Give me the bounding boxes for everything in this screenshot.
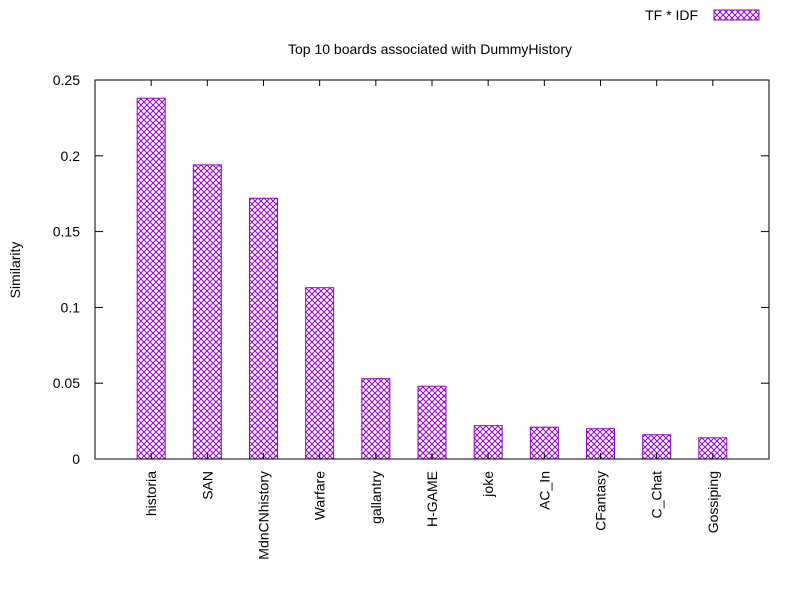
x-tick-label-historia: historia: [143, 471, 159, 516]
bar-MdnCNhistory: [249, 197, 278, 460]
x-tick-label-SAN: SAN: [199, 471, 215, 500]
bars-group: [136, 97, 728, 460]
bar-SAN: [192, 164, 222, 460]
y-ticks-group: 0 0.05 0.1 0.15 0.2 0.25: [53, 72, 769, 467]
y-tick-label: 0.15: [53, 224, 80, 240]
x-tick-label-gallantry: gallantry: [368, 471, 384, 524]
legend: TF * IDF: [645, 7, 760, 23]
x-tick-label-AC_In: AC_In: [536, 471, 552, 510]
x-tick-label-C_Chat: C_Chat: [649, 471, 665, 519]
y-tick-label: 0: [72, 451, 80, 467]
y-tick-label: 0.1: [61, 299, 81, 315]
x-tick-label-H-GAME: H-GAME: [424, 471, 440, 527]
x-tick-label-MdnCNhistory: MdnCNhistory: [256, 471, 272, 560]
bar-gallantry: [361, 378, 391, 460]
plot-frame: [94, 79, 770, 460]
legend-swatch: [713, 9, 760, 21]
bar-Warfare: [305, 287, 335, 460]
bar-historia: [136, 97, 166, 460]
chart-title: Top 10 boards associated with DummyHisto…: [288, 41, 572, 57]
y-tick-label: 0.2: [61, 148, 81, 164]
y-axis-label: Similarity: [7, 242, 23, 299]
y-tick-label: 0.05: [53, 375, 80, 391]
x-tick-label-CFantasy: CFantasy: [593, 471, 609, 531]
x-tick-label-Gossiping: Gossiping: [705, 471, 721, 533]
x-tick-labels-group: historia SAN MdnCNhistory Warfare gallantry H…: [143, 80, 721, 560]
x-tick-label-Warfare: Warfare: [312, 471, 328, 520]
x-tick-label-joke: joke: [480, 471, 496, 498]
legend-label: TF * IDF: [645, 7, 698, 23]
y-tick-label: 0.25: [53, 72, 80, 88]
bar-H-GAME: [417, 385, 447, 460]
